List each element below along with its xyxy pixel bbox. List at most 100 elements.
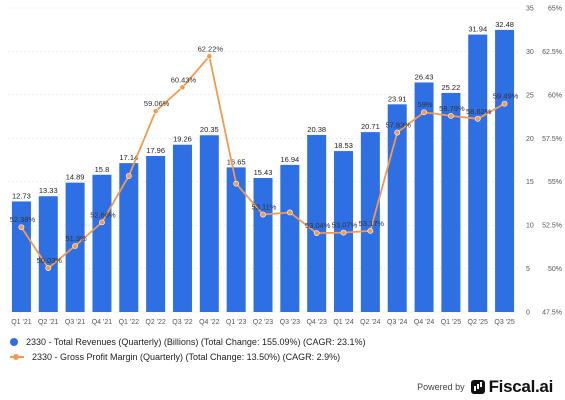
line-point — [421, 109, 427, 116]
line-value-label: 53.04% — [305, 221, 331, 230]
y-right-tick-label: 65% — [548, 6, 562, 13]
y-left-tick-label: 0 — [526, 310, 530, 317]
legend-item-margin[interactable]: 2330 - Gross Profit Margin (Quarterly) (… — [10, 352, 340, 362]
y-left-tick-label: 20 — [526, 136, 534, 143]
y-left-tick-label: 5 — [526, 266, 530, 273]
bar — [146, 156, 166, 312]
bar-value-label: 16.94 — [280, 155, 299, 164]
brand-name: Fiscal.ai — [488, 377, 554, 396]
x-tick-label: Q1 '24 — [333, 319, 354, 326]
line-value-label: 50.03% — [37, 256, 63, 265]
line-value-label: 58.62% — [466, 107, 492, 116]
x-tick-label: Q2 '24 — [360, 319, 381, 326]
x-tick-label: Q2 '23 — [253, 319, 274, 326]
bar-value-label: 32.48 — [495, 20, 514, 29]
line-point — [367, 227, 374, 234]
bar — [360, 132, 380, 312]
line-point — [394, 129, 401, 136]
bar-value-label: 20.38 — [307, 125, 326, 134]
line-point — [447, 112, 454, 119]
line-point — [286, 209, 293, 216]
powered-by-footer: Powered by Fiscal.ai — [417, 377, 553, 397]
line-value-label: 53.07% — [332, 221, 358, 230]
revenue-legend-marker — [10, 338, 18, 346]
line-value-label: 52.66% — [90, 210, 116, 219]
y-right-tick-label: 60% — [548, 92, 562, 99]
line-value-label: 53.11% — [252, 203, 277, 212]
line-point — [179, 84, 186, 91]
line-point — [340, 229, 347, 236]
bar — [226, 167, 246, 312]
bar — [495, 29, 515, 312]
line-value-label: 59.49% — [493, 92, 519, 101]
x-tick-label: Q1 '22 — [119, 319, 140, 326]
y-right-tick-label: 47.5% — [542, 310, 562, 317]
bar-value-label: 19.26 — [173, 135, 192, 144]
bar — [468, 34, 488, 313]
line-value-label: 58.79% — [439, 104, 465, 113]
bar-value-label: 14.89 — [66, 173, 85, 182]
bar — [38, 196, 58, 312]
y-left-tick-label: 25 — [526, 92, 534, 99]
bar — [387, 104, 407, 312]
bar-value-label: 31.94 — [468, 25, 487, 34]
bar — [92, 174, 112, 312]
bar-value-label: 15.8 — [95, 165, 110, 174]
line-value-label: 52.38% — [10, 215, 36, 224]
bar — [172, 144, 192, 312]
line-value-label: 51.3% — [65, 234, 87, 243]
bar-value-label: 18.53 — [334, 141, 353, 150]
x-tick-label: Q4 '21 — [92, 319, 113, 326]
x-tick-label: Q3 '24 — [387, 319, 408, 326]
line-point — [18, 224, 25, 231]
x-tick-label: Q1 '21 — [11, 319, 32, 326]
bar — [280, 164, 300, 312]
y-right-tick-label: 50% — [548, 266, 562, 273]
line-point — [233, 180, 240, 187]
line-point — [313, 230, 320, 237]
y-right-tick-label: 52.5% — [542, 223, 562, 230]
x-tick-label: Q2 '21 — [38, 319, 59, 326]
bar — [307, 134, 327, 312]
bar — [119, 163, 139, 312]
bar — [414, 82, 434, 312]
line-value-label: 60.43% — [171, 75, 197, 84]
bar-value-label: 20.35 — [200, 125, 219, 134]
x-tick-label: Q3 '25 — [494, 319, 515, 326]
line-point — [152, 108, 159, 115]
line-point — [72, 243, 79, 249]
line-point — [45, 265, 52, 271]
line-point — [99, 219, 105, 226]
line-point — [206, 53, 213, 60]
x-tick-label: Q4 '24 — [414, 319, 435, 326]
y-left-tick-label: 15 — [526, 179, 534, 186]
bar-value-label: 20.71 — [361, 122, 380, 131]
bar — [253, 177, 273, 312]
bar-value-label: 17.96 — [146, 146, 165, 155]
bar-value-label: 12.73 — [12, 191, 31, 200]
line-point — [125, 173, 132, 179]
bar — [11, 201, 31, 312]
x-tick-label: Q1 '23 — [226, 319, 247, 326]
line-value-label: 59% — [418, 100, 433, 109]
x-tick-label: Q4 '23 — [306, 319, 327, 326]
y-right-tick-label: 62.5% — [542, 49, 562, 56]
x-tick-label: Q1 '25 — [441, 319, 462, 326]
x-tick-label: Q3 '21 — [65, 319, 86, 326]
bar-value-label: 23.91 — [388, 94, 407, 103]
line-point — [260, 211, 266, 218]
legend-item-revenue[interactable]: 2330 - Total Revenues (Quarterly) (Billi… — [10, 337, 366, 347]
powered-by-text: Powered by — [417, 382, 465, 392]
chart-bars-icon — [470, 380, 485, 394]
bar-value-label: 13.33 — [39, 186, 58, 195]
x-tick-label: Q2 '25 — [468, 319, 489, 326]
line-point — [474, 115, 481, 122]
x-tick-label: Q3 '23 — [280, 319, 301, 326]
combo-chart: 0 47.5% 5 50% 10 52.5% 15 55% 20 57.5% 25 60% 30 62.5… — [8, 6, 562, 326]
y-right-tick-label: 55% — [548, 179, 562, 186]
y-left-tick-label: 35 — [526, 6, 534, 13]
bar-value-label: 17.14 — [119, 153, 138, 162]
bar-value-label: 16.65 — [227, 157, 246, 166]
margin-legend-marker — [10, 353, 24, 361]
legend-label-revenue: 2330 - Total Revenues (Quarterly) (Billi… — [26, 337, 366, 347]
